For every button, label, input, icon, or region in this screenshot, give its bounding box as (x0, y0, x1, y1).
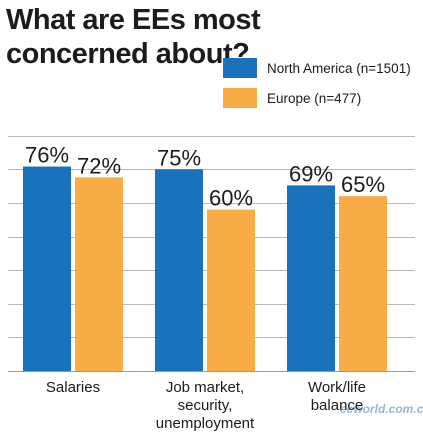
category-label-1-2: unemployment (156, 415, 255, 432)
category-label-2-1: balance (311, 397, 364, 414)
legend-label-europe: Europe (n=477) (267, 90, 362, 106)
legend-swatch-north-america (223, 58, 257, 78)
bar-2-1 (339, 196, 387, 371)
value-label-0-0: 76% (25, 143, 69, 168)
value-label-2-1: 65% (341, 172, 385, 197)
category-label-1-1: security, (178, 397, 233, 414)
bar-0-1 (75, 177, 123, 371)
legend-item-north-america: North America (n=1501) (223, 58, 411, 78)
value-label-1-1: 60% (209, 186, 253, 211)
watermark-logo: eeworld.com.cn (340, 398, 423, 430)
bar-0-0 (23, 166, 71, 371)
value-label-2-0: 69% (289, 161, 333, 186)
bar-2-0 (287, 185, 335, 371)
category-label-2-0: Work/life (308, 379, 366, 396)
legend-label-north-america: North America (n=1501) (267, 60, 411, 76)
category-label-1-0: Job market, (166, 379, 244, 396)
category-label-0-0: Salaries (46, 379, 100, 396)
value-label-1-0: 75% (157, 145, 201, 170)
bar-1-1 (207, 209, 255, 371)
legend-item-europe: Europe (n=477) (223, 88, 411, 108)
value-label-0-1: 72% (77, 153, 121, 178)
watermark-brand: eeworld.com.cn (340, 402, 423, 416)
legend-swatch-europe (223, 88, 257, 108)
bar-1-0 (155, 169, 203, 371)
chart-title: What are EEs most concerned about? (6, 4, 261, 70)
chart-legend: North America (n=1501) Europe (n=477) (223, 58, 411, 118)
